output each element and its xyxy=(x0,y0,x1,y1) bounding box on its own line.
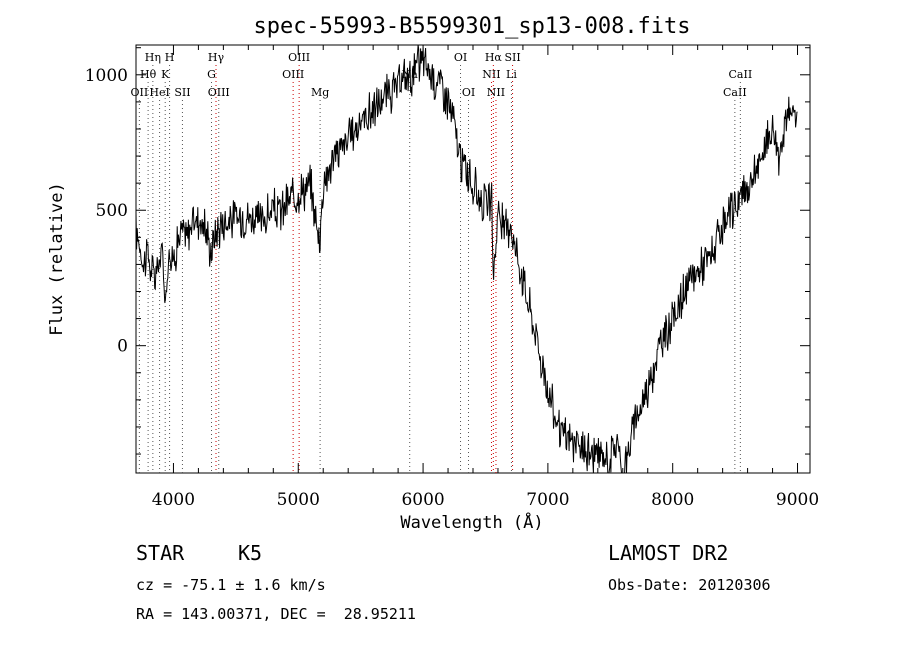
line-label-11: OIII xyxy=(288,51,310,64)
line-label-10: OIII xyxy=(282,68,304,81)
line-label-17: Hα xyxy=(485,51,503,64)
line-label-22: CaII xyxy=(729,68,753,81)
line-label-3: HeI xyxy=(149,86,169,99)
line-label-21: CaII xyxy=(723,86,747,99)
spectral-line-markers: OIIHθHηHeIKHSIIGHγOIIIOIIIOIIIMgNaOIOINI… xyxy=(131,51,753,473)
object-subclass: K5 xyxy=(238,541,263,565)
line-label-19: SII xyxy=(504,51,520,64)
line-label-8: Hγ xyxy=(208,51,225,64)
line-label-15: OI xyxy=(462,86,475,99)
x-tick-label: 5000 xyxy=(277,490,320,510)
line-label-12: Mg xyxy=(311,86,329,99)
x-tick-label: 7000 xyxy=(526,490,569,510)
coordinates-readout: RA = 143.00371, DEC = 28.95211 xyxy=(136,605,416,623)
x-tick-label: 9000 xyxy=(776,490,819,510)
spectrum-line xyxy=(135,44,798,474)
chart-title: spec-55993-B5599301_sp13-008.fits xyxy=(253,14,690,39)
x-tick-label: 4000 xyxy=(152,490,195,510)
y-tick-label: 500 xyxy=(96,201,128,221)
y-tick-label: 1000 xyxy=(85,66,128,86)
velocity-readout: cz = -75.1 ± 1.6 km/s xyxy=(136,576,326,594)
y-tick-label: 0 xyxy=(117,337,128,357)
line-label-20: Li xyxy=(506,68,517,81)
line-label-14: OI xyxy=(454,51,467,64)
line-label-2: Hη xyxy=(145,51,161,64)
axis-ticks: 4000 5000 6000 7000 8000 9000 0 500 1000 xyxy=(85,45,819,510)
survey-label: LAMOST DR2 xyxy=(608,541,729,565)
line-label-5: H xyxy=(165,51,175,64)
object-class: STAR xyxy=(136,541,185,565)
x-tick-label: 6000 xyxy=(401,490,444,510)
line-label-4: K xyxy=(161,68,170,81)
line-label-6: SII xyxy=(174,86,190,99)
x-tick-label: 8000 xyxy=(651,490,694,510)
line-label-7: G xyxy=(207,68,216,81)
plot-frame xyxy=(135,44,811,474)
line-label-0: OII xyxy=(131,86,149,99)
observation-date: Obs-Date: 20120306 xyxy=(608,576,771,594)
line-label-16: NII xyxy=(482,68,500,81)
x-axis-label: Wavelength (Å) xyxy=(400,511,543,533)
y-axis-label: Flux (relative) xyxy=(47,182,67,336)
line-label-9: OIII xyxy=(208,86,230,99)
line-label-18: NII xyxy=(487,86,505,99)
